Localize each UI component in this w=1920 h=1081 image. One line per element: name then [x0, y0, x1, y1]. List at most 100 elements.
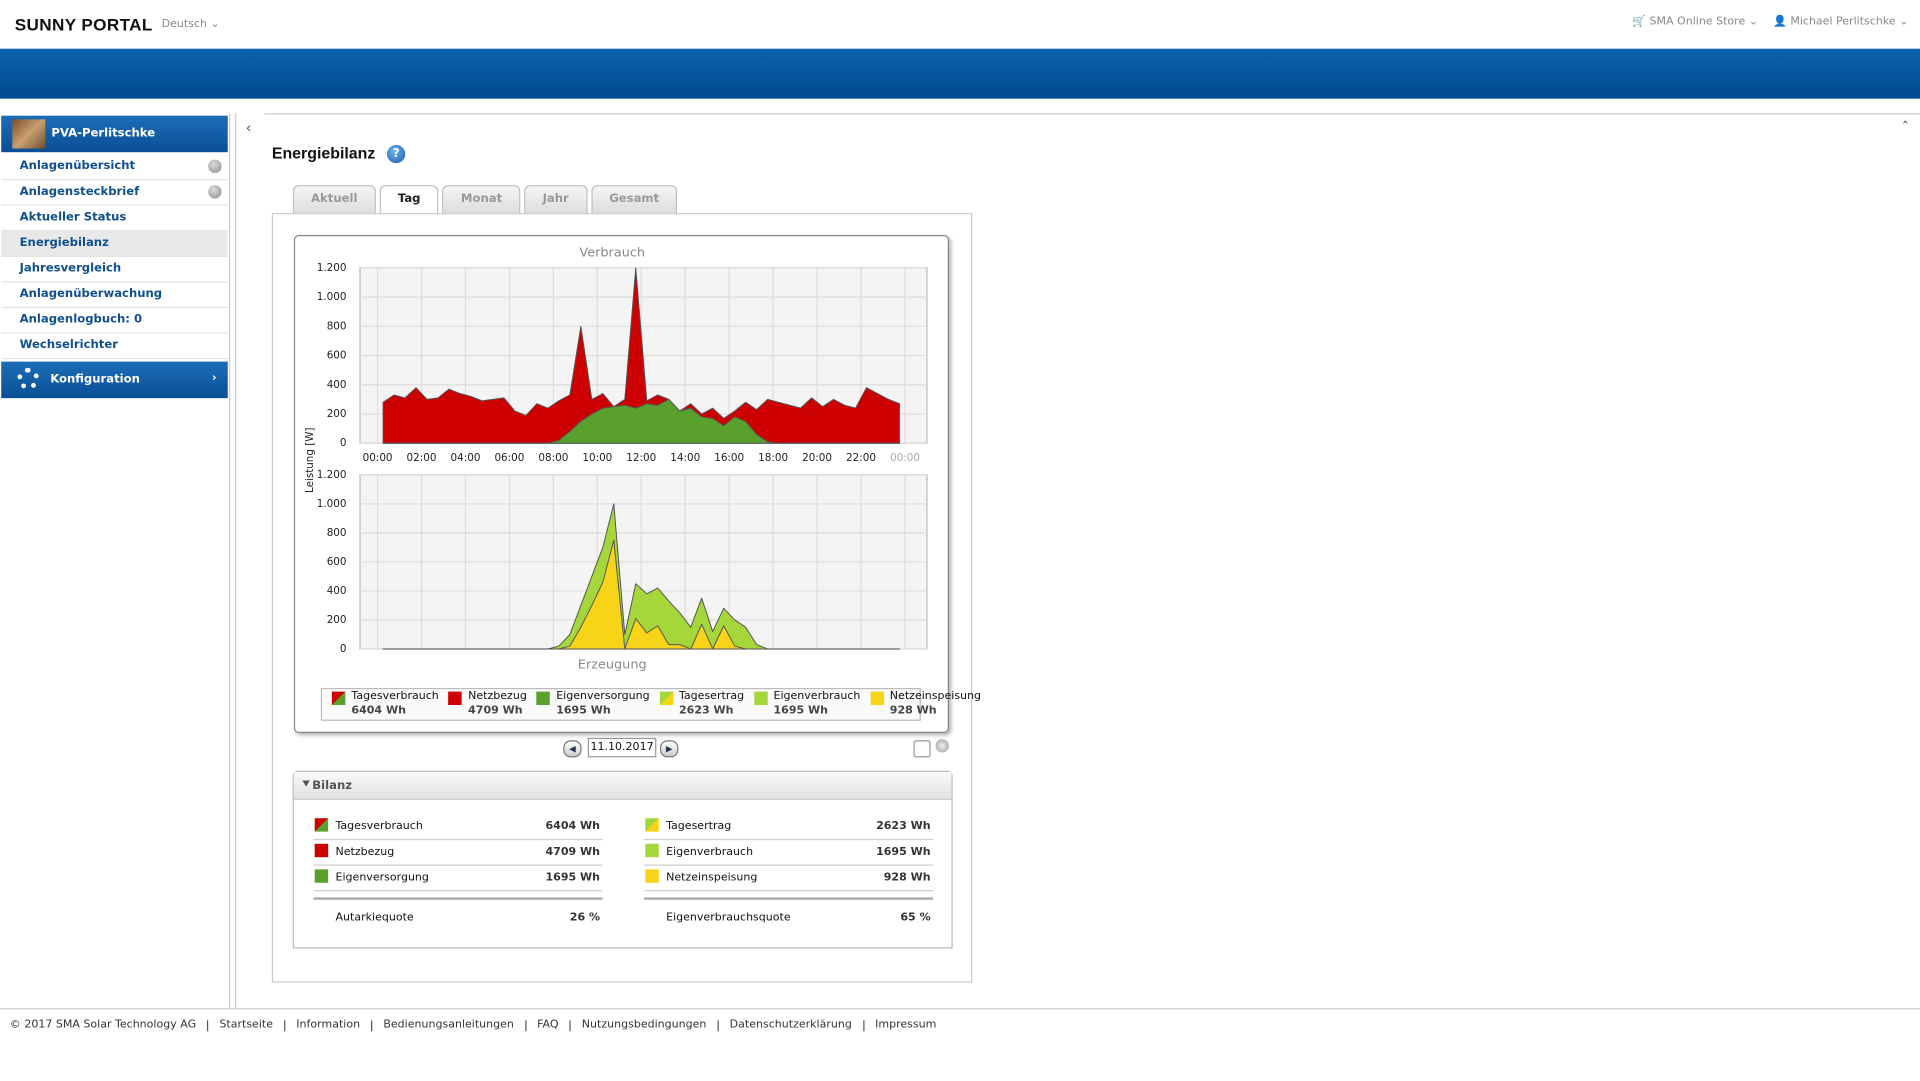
- store-link[interactable]: 🛒 SMA Online Store ⌄: [1632, 15, 1758, 29]
- x-tick-label: 02:00: [407, 452, 437, 464]
- bilanz-label: Eigenversorgung: [335, 871, 429, 884]
- legend: Tagesverbrauch 6404 Wh Netzbezug 4709 Wh Eig…: [320, 687, 981, 721]
- bilanz-label: Netzeinspeisung: [666, 871, 758, 884]
- y-tick-label: 200: [327, 408, 347, 420]
- legend-value: 6404 Wh: [351, 704, 406, 718]
- x-tick-label: 14:00: [670, 452, 700, 464]
- user-menu[interactable]: 👤 Michael Perlitschke ⌄: [1773, 15, 1909, 29]
- x-tick-label: 10:00: [582, 452, 612, 464]
- tab[interactable]: Gesamt: [590, 185, 678, 214]
- store: SMA Online Store: [1649, 15, 1746, 29]
- legend-value: 2623 Wh: [679, 704, 734, 718]
- y-axis-label: Leistung [W]: [304, 428, 316, 493]
- prev-day[interactable]: ◀: [563, 740, 582, 758]
- collapse-top[interactable]: ˆ: [1901, 119, 1909, 137]
- blue-banner: [0, 48, 1920, 99]
- legend-value: 4709 Wh: [468, 704, 523, 718]
- bilanz-title: Bilanz: [312, 779, 353, 793]
- main-top-border: [264, 113, 1920, 115]
- collapse-sidebar[interactable]: ‹: [245, 119, 252, 137]
- footer-link[interactable]: Datenschutzerklärung: [717, 1020, 862, 1032]
- legend-value: 1695 Wh: [556, 704, 611, 718]
- bilanz-quote: Eigenverbrauchsquote 65 %: [644, 897, 934, 934]
- y-tick-label: 200: [327, 614, 347, 626]
- bilanz-row: Eigenversorgung 1695 Wh: [313, 866, 603, 892]
- legend-value: 928 Wh: [889, 704, 937, 718]
- sidebar: PVA-Perlitschke Anlagenübersicht Anlagens…: [0, 113, 231, 1009]
- bilanz-value: 6404 Wh: [545, 820, 601, 833]
- footer-link[interactable]: Bedienungsanleitungen: [371, 1020, 525, 1032]
- footer-link[interactable]: Startseite: [207, 1020, 284, 1032]
- footer-row: © 2017 SMA Solar Technology AG Startseite…: [10, 1020, 948, 1032]
- legend-item: Netzeinspeisung 928 Wh: [865, 689, 981, 719]
- y-tick-label: 600: [327, 350, 347, 362]
- legend-swatch: [659, 691, 673, 705]
- legend-name: Eigenversorgung: [556, 690, 650, 703]
- area-feed-in: [382, 539, 900, 650]
- nav-item[interactable]: Jahresvergleich: [1, 257, 228, 283]
- bilanz-label: Tagesverbrauch: [335, 820, 423, 833]
- export-icon[interactable]: [913, 740, 931, 758]
- brand[interactable]: SUNNY PORTAL: [14, 14, 153, 35]
- help-icon[interactable]: ?: [386, 144, 406, 164]
- tab[interactable]: Jahr: [524, 185, 588, 214]
- nav-label: Wechselrichter: [19, 338, 118, 352]
- nav-item[interactable]: Aktueller Status: [1, 206, 228, 232]
- nav-label: Anlagenlogbuch: 0: [19, 312, 143, 327]
- nav-label: Energiebilanz: [19, 236, 109, 250]
- plant-thumbnail: [12, 119, 46, 149]
- settings-icon[interactable]: [935, 739, 949, 753]
- y-tick-label: 1.000: [317, 498, 347, 510]
- nav-item[interactable]: Anlagenüberwachung: [1, 282, 228, 309]
- nav-item[interactable]: Energiebilanz: [1, 231, 228, 257]
- legend-swatch: [645, 869, 659, 883]
- bilanz-value: 4709 Wh: [545, 846, 601, 859]
- user: Michael Perlitschke: [1790, 15, 1896, 29]
- footer-link[interactable]: Impressum: [862, 1020, 948, 1032]
- bilanz-row: Eigenverbrauch 1695 Wh: [644, 840, 934, 866]
- footer-link[interactable]: Nutzungsbedingungen: [569, 1020, 718, 1032]
- y-tick-label: 1.200: [317, 262, 347, 274]
- area-self-supply: [382, 398, 900, 444]
- legend-swatch: [314, 818, 329, 832]
- legend-swatch: [645, 843, 659, 858]
- x-tick-label: 00:00: [890, 452, 920, 464]
- x-tick-label: 04:00: [451, 452, 481, 464]
- next-day[interactable]: ▶: [660, 740, 679, 758]
- quote-value: 65 %: [900, 911, 931, 925]
- bilanz-row: Tagesertrag 2623 Wh: [644, 815, 934, 841]
- config-header[interactable]: Konfiguration ›: [1, 361, 228, 399]
- chart-title-top: Verbrauch: [579, 246, 645, 261]
- nav-item[interactable]: Anlagensteckbrief: [1, 180, 228, 206]
- bilanz-header[interactable]: Bilanz: [293, 771, 952, 800]
- y-tick-label: 400: [327, 379, 347, 391]
- y-tick-label: 400: [327, 585, 347, 597]
- globe-icon: [208, 185, 222, 199]
- tab[interactable]: Aktuell: [292, 185, 376, 214]
- footer-link[interactable]: Information: [284, 1020, 371, 1032]
- nav-label: Anlagensteckbrief: [19, 185, 140, 199]
- legend-name: Netzeinspeisung: [889, 690, 982, 703]
- tab[interactable]: Tag: [379, 185, 439, 215]
- bilanz-value: 1695 Wh: [545, 871, 601, 884]
- y-tick-label: 1.000: [317, 291, 347, 303]
- bilanz-label: Netzbezug: [335, 846, 395, 859]
- legend-swatch: [314, 869, 329, 883]
- tabs: Aktuell Tag Monat Jahr Gesamt: [292, 185, 678, 215]
- x-tick-label: 06:00: [494, 452, 524, 464]
- plant-header[interactable]: PVA-Perlitschke: [1, 115, 228, 153]
- date-field[interactable]: 11.10.2017: [587, 737, 657, 758]
- quote-value: 26 %: [569, 911, 601, 925]
- y-tick-label: 800: [327, 527, 347, 539]
- nav-item[interactable]: Anlagenübersicht: [1, 155, 228, 181]
- nav-label: Jahresvergleich: [19, 261, 122, 276]
- nav-item[interactable]: Anlagenlogbuch: 0: [1, 308, 228, 334]
- footer-link[interactable]: FAQ: [524, 1020, 570, 1032]
- tab[interactable]: Monat: [442, 185, 521, 214]
- bilanz-row: Netzbezug 4709 Wh: [313, 840, 603, 866]
- nav-item[interactable]: Wechselrichter: [1, 334, 228, 360]
- language-select[interactable]: Deutsch ⌄: [161, 18, 220, 31]
- legend-name: Eigenverbrauch: [773, 690, 861, 703]
